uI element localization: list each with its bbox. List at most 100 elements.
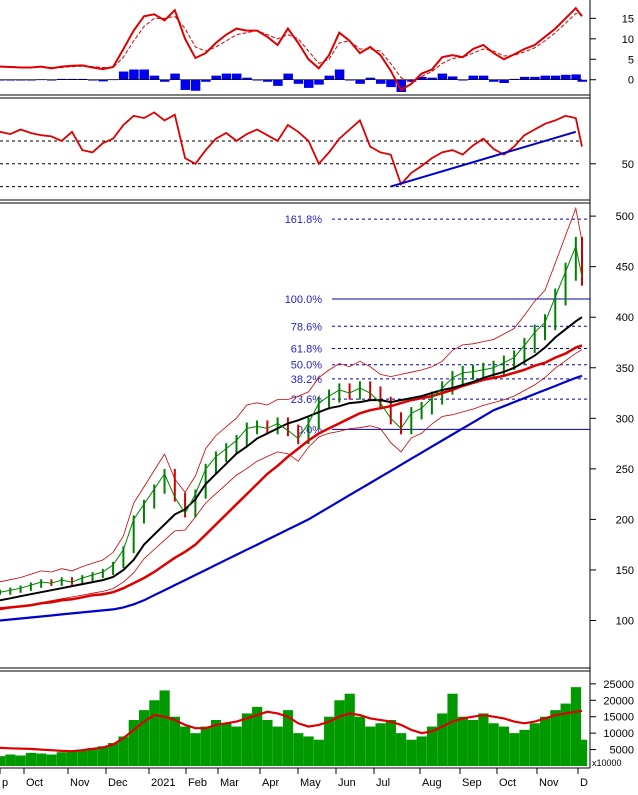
- macd-histogram-bar: [211, 75, 221, 80]
- macd-histogram-bar: [550, 75, 561, 80]
- volume-bar: [108, 743, 119, 766]
- volume-bar: [262, 720, 273, 766]
- volume-bar: [519, 729, 530, 766]
- volume-bar: [97, 746, 109, 766]
- macd-tick-label: 5: [628, 54, 634, 66]
- volume-bar: [36, 753, 47, 766]
- volume-bar: [550, 710, 561, 766]
- rsi-trendline: [390, 130, 577, 188]
- macd-histogram-bar: [375, 79, 386, 84]
- volume-bar: [396, 733, 407, 766]
- macd-histogram-bar: [489, 79, 499, 82]
- macd-histogram-bar: [396, 79, 407, 92]
- x-tick-label: Apr: [262, 777, 279, 789]
- macd-histogram-bar: [262, 79, 273, 82]
- x-tick-label: May: [300, 777, 321, 789]
- macd-histogram-bar: [201, 79, 211, 82]
- macd-histogram-bar: [386, 79, 396, 88]
- x-tick-label: Oct: [499, 777, 516, 789]
- macd-histogram-bar: [540, 75, 550, 80]
- volume-bar: [282, 710, 294, 766]
- price-tick-label: 200: [616, 514, 634, 526]
- fib-level-label: 100.0%: [285, 294, 323, 306]
- volume-bar: [488, 723, 499, 766]
- macd-histogram-bar: [478, 75, 489, 80]
- volume-bar: [128, 720, 139, 766]
- x-tick-label: Jul: [376, 777, 390, 789]
- price-tick-label: 150: [616, 565, 634, 577]
- fib-level-label: 78.6%: [291, 321, 322, 333]
- volume-bar: [539, 716, 551, 766]
- volume-bar: [231, 726, 242, 766]
- volume-bar: [334, 700, 345, 766]
- volume-bar: [426, 726, 438, 766]
- macd-histogram-bar: [561, 74, 571, 80]
- volume-bar: [149, 700, 160, 766]
- volume-bar: [324, 716, 335, 766]
- rsi-panel: 50: [0, 111, 634, 188]
- fib-level-label: 0.0%: [297, 424, 322, 436]
- volume-bar: [118, 736, 129, 766]
- volume-bar: [138, 710, 150, 766]
- volume-bar: [210, 720, 222, 766]
- ma-long-line: [0, 374, 583, 622]
- volume-bar: [46, 754, 57, 766]
- volume-bar: [180, 726, 191, 766]
- volume-bar: [385, 720, 396, 766]
- volume-bar: [457, 716, 468, 766]
- volume-bar: [468, 720, 479, 766]
- x-tick-label: D: [580, 777, 588, 789]
- volume-tick-label: 10000: [603, 728, 634, 740]
- macd-histogram-bar: [417, 76, 427, 80]
- macd-histogram-bar: [149, 75, 160, 80]
- panel-frames: [0, 0, 591, 769]
- volume-bar: [365, 726, 376, 766]
- volume-bar: [87, 747, 98, 766]
- macd-histogram-bar: [57, 78, 67, 80]
- x-tick-label: Oct: [26, 777, 43, 789]
- volume-tick-label: 5000: [610, 745, 634, 757]
- volume-bar: [560, 703, 571, 766]
- volume-bar: [241, 713, 252, 766]
- fib-level-label: 61.8%: [291, 344, 322, 356]
- price-tick-label: 500: [616, 211, 634, 223]
- price-tick-label: 100: [616, 616, 634, 628]
- macd-histogram-bar: [509, 78, 520, 80]
- fib-level-label: 50.0%: [291, 360, 322, 372]
- volume-bar: [5, 754, 16, 766]
- rsi-tick-label: 50: [622, 159, 634, 171]
- volume-bar: [498, 726, 510, 766]
- volume-bar: [303, 736, 314, 766]
- volume-bar: [344, 693, 355, 766]
- macd-histogram-bar: [365, 77, 376, 80]
- macd-histogram-bar: [427, 77, 437, 80]
- volume-bar: [169, 716, 181, 766]
- volume-tick-label: 15000: [603, 712, 634, 724]
- macd-histogram-bar: [160, 79, 170, 82]
- close-line: [0, 244, 583, 593]
- macd-tick-label: 10: [622, 34, 634, 46]
- macd-histogram-bar: [252, 79, 263, 81]
- fib-level-label: 23.6%: [291, 394, 322, 406]
- macd-histogram-bar: [221, 73, 232, 80]
- volume-bar: [416, 736, 427, 766]
- volume-tick-label: 25000: [603, 679, 634, 691]
- macd-histogram-bar: [577, 79, 587, 82]
- volume-ma-line: [0, 709, 583, 753]
- macd-histogram-bar: [232, 73, 242, 80]
- macd-histogram-bar: [190, 79, 201, 91]
- macd-histogram-bar: [314, 79, 324, 85]
- macd-histogram-bar: [0, 79, 5, 81]
- macd-histogram-bar: [77, 78, 88, 80]
- volume-bar: [159, 690, 170, 766]
- volume-bar: [529, 723, 540, 766]
- macd-histogram-bar: [447, 76, 458, 80]
- volume-bar: [200, 726, 211, 766]
- macd-histogram-bar: [324, 75, 335, 80]
- macd-histogram-bar: [46, 79, 57, 81]
- macd-histogram-bar: [530, 76, 540, 80]
- macd-histogram-bar: [571, 74, 581, 80]
